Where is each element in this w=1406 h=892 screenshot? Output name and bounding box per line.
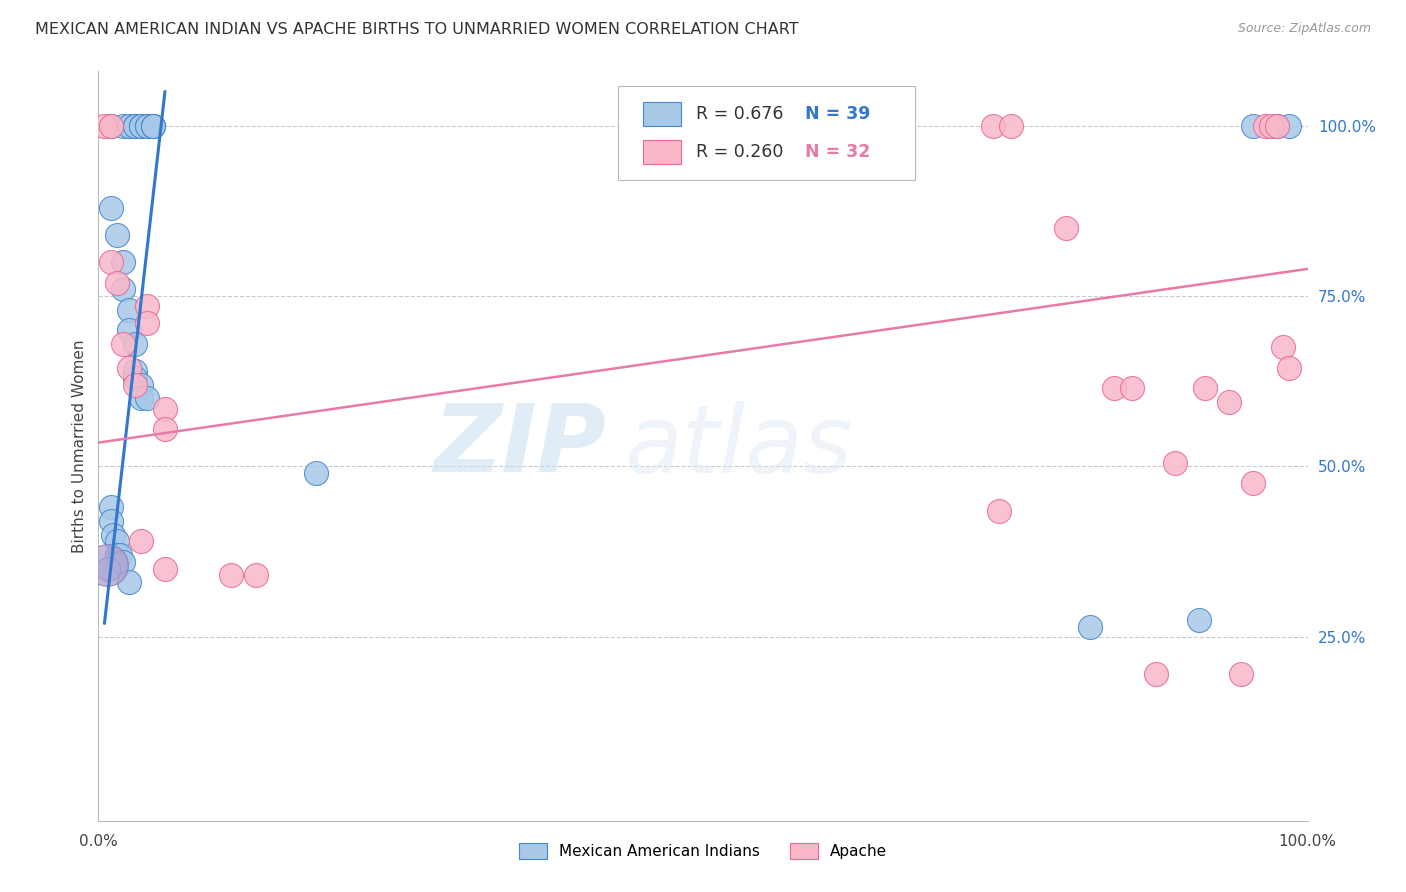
FancyBboxPatch shape — [619, 87, 915, 180]
Point — [111, 255, 134, 269]
Point — [105, 534, 128, 549]
Point — [981, 119, 1004, 133]
Bar — [643, 103, 682, 126]
Text: Source: ZipAtlas.com: Source: ZipAtlas.com — [1237, 22, 1371, 36]
Point — [135, 119, 157, 133]
Point — [135, 317, 157, 331]
Point — [1054, 221, 1077, 235]
Legend: Mexican American Indians, Apache: Mexican American Indians, Apache — [513, 838, 893, 865]
Text: MEXICAN AMERICAN INDIAN VS APACHE BIRTHS TO UNMARRIED WOMEN CORRELATION CHART: MEXICAN AMERICAN INDIAN VS APACHE BIRTHS… — [35, 22, 799, 37]
Point — [96, 558, 118, 573]
Point — [142, 119, 165, 133]
Text: N = 32: N = 32 — [804, 143, 870, 161]
Point — [124, 119, 146, 133]
Text: ZIP: ZIP — [433, 400, 606, 492]
Point — [129, 392, 152, 406]
Point — [124, 371, 146, 385]
Point — [142, 119, 165, 133]
Text: R = 0.260: R = 0.260 — [696, 143, 783, 161]
Point — [111, 119, 134, 133]
Point — [118, 575, 141, 590]
Text: atlas: atlas — [624, 401, 852, 491]
Point — [1146, 667, 1168, 681]
Point — [142, 119, 165, 133]
Point — [129, 377, 152, 392]
Point — [124, 119, 146, 133]
Point — [118, 360, 141, 375]
Point — [1000, 119, 1022, 133]
Point — [1163, 456, 1185, 470]
Point — [1278, 360, 1301, 375]
Point — [105, 227, 128, 242]
Point — [245, 568, 267, 582]
Point — [100, 514, 122, 528]
Point — [124, 364, 146, 378]
Point — [129, 119, 152, 133]
Point — [111, 555, 134, 569]
Point — [1078, 619, 1101, 633]
Point — [100, 500, 122, 515]
Point — [118, 119, 141, 133]
Point — [100, 201, 122, 215]
Point — [105, 548, 128, 562]
Point — [1260, 119, 1282, 133]
Point — [118, 323, 141, 337]
Point — [1218, 394, 1240, 409]
Point — [124, 336, 146, 351]
Point — [135, 392, 157, 406]
Point — [129, 534, 152, 549]
Text: N = 39: N = 39 — [804, 105, 870, 123]
Point — [100, 119, 122, 133]
Point — [111, 336, 134, 351]
Point — [1272, 340, 1295, 354]
Point — [108, 548, 131, 562]
Point — [1102, 381, 1125, 395]
Point — [153, 401, 176, 416]
Point — [1188, 613, 1211, 627]
Point — [1267, 119, 1289, 133]
Point — [101, 527, 124, 541]
Point — [1241, 119, 1264, 133]
Point — [1241, 476, 1264, 491]
Point — [124, 377, 146, 392]
Point — [100, 119, 122, 133]
Point — [1230, 667, 1253, 681]
Point — [105, 276, 128, 290]
Y-axis label: Births to Unmarried Women: Births to Unmarried Women — [72, 339, 87, 553]
Point — [97, 561, 120, 575]
Point — [111, 282, 134, 296]
Point — [305, 467, 328, 481]
Point — [1254, 119, 1277, 133]
Text: R = 0.676: R = 0.676 — [696, 105, 783, 123]
Point — [1267, 119, 1289, 133]
Point — [135, 119, 157, 133]
Point — [1121, 381, 1143, 395]
Point — [153, 422, 176, 436]
Point — [129, 119, 152, 133]
Point — [153, 561, 176, 575]
Point — [118, 302, 141, 317]
Point — [1278, 119, 1301, 133]
Point — [93, 119, 115, 133]
Point — [135, 299, 157, 313]
Point — [988, 504, 1011, 518]
Point — [100, 255, 122, 269]
Point — [1194, 381, 1216, 395]
Point — [221, 568, 243, 582]
Bar — [643, 140, 682, 164]
